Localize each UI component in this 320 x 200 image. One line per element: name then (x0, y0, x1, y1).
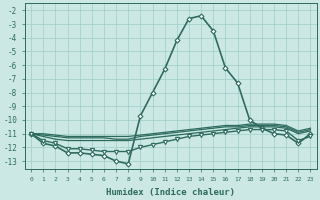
X-axis label: Humidex (Indice chaleur): Humidex (Indice chaleur) (106, 188, 235, 197)
